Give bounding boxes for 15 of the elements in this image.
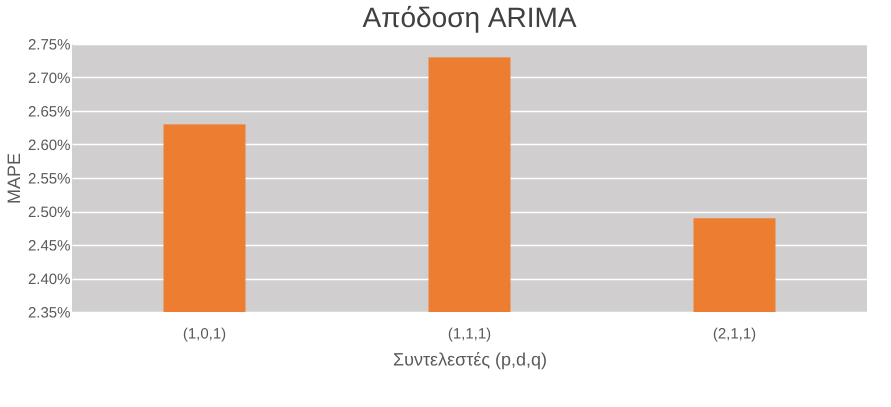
x-tick-label: (2,1,1) (712, 326, 756, 342)
y-tick-label: 2.75% (28, 36, 70, 54)
y-tick-label: 2.55% (28, 170, 70, 188)
y-tick-label: 2.70% (28, 70, 70, 87)
y-tick-label: 2.50% (28, 204, 70, 221)
x-axis-title: Συντελεστές (p,d,q) (392, 350, 548, 370)
y-tick-label: 2.40% (28, 271, 70, 288)
y-axis-title: MAPE (4, 152, 24, 204)
x-tick-label: (1,0,1) (182, 326, 226, 342)
y-tick-label: 2.45% (28, 238, 70, 254)
chart-title: Απόδοση ARIMA (362, 2, 577, 33)
y-tick-label: 2.60% (28, 137, 70, 154)
y-tick-label: 2.35% (28, 304, 70, 322)
y-tick-label: 2.65% (28, 104, 70, 120)
x-tick-label: (1,1,1) (448, 326, 492, 342)
